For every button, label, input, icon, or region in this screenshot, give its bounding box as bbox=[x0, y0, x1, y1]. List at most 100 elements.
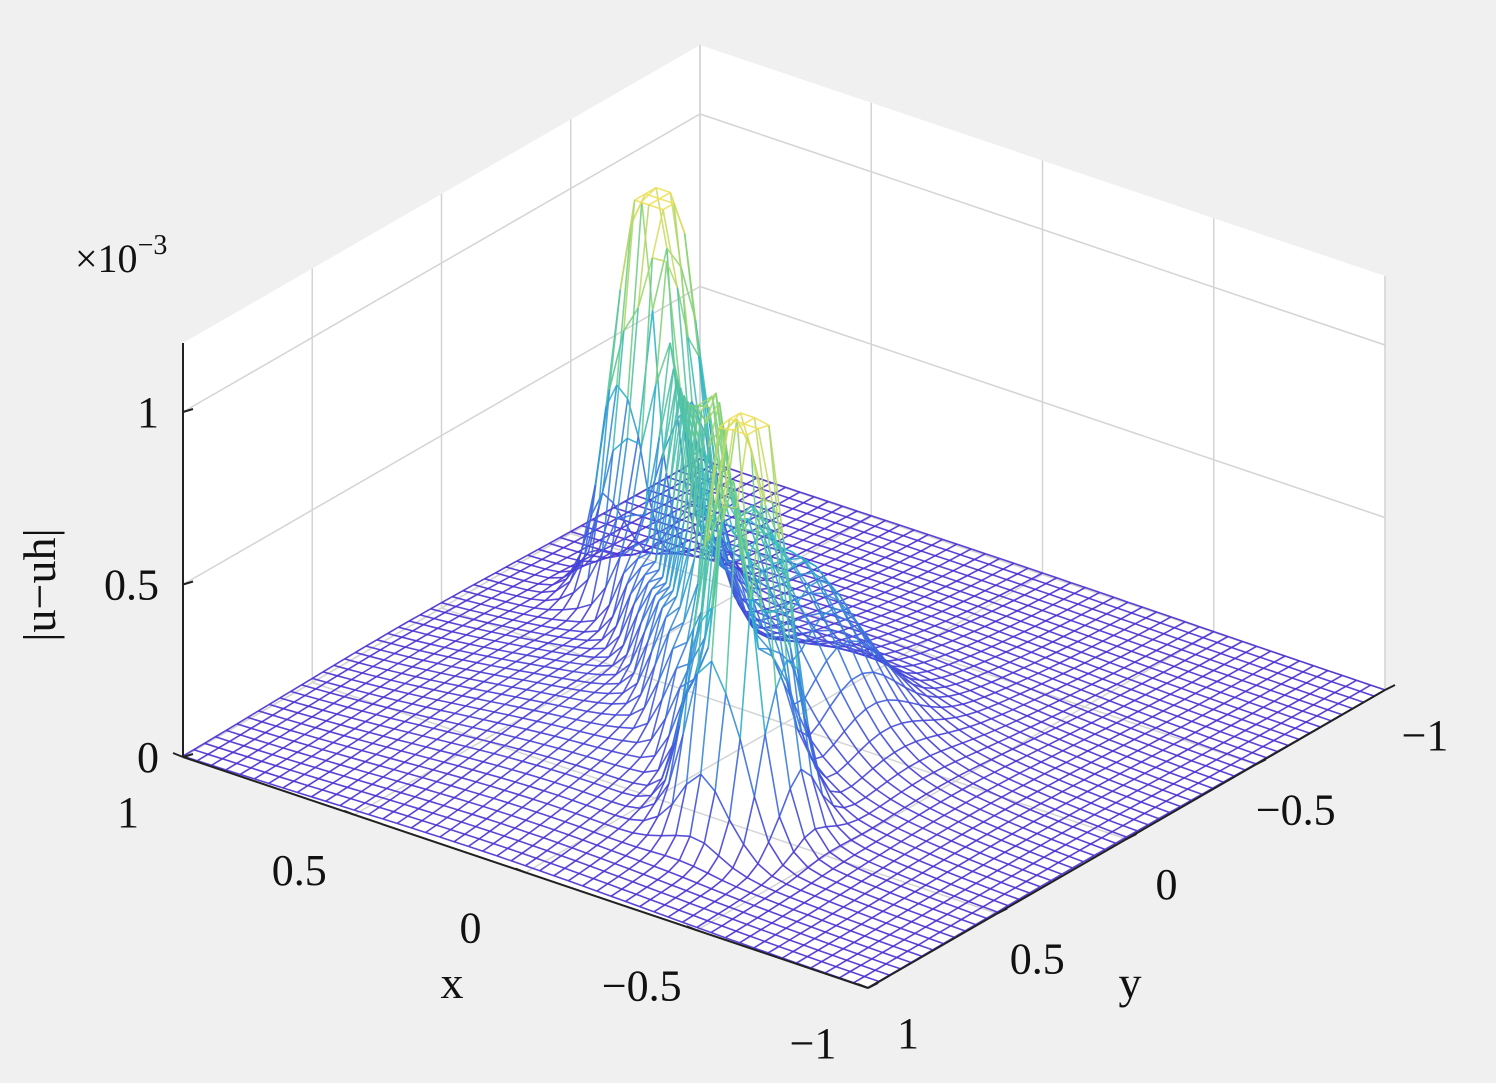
mesh-segment bbox=[1026, 754, 1042, 763]
mesh-segment bbox=[1226, 752, 1242, 760]
mesh-segment bbox=[782, 908, 794, 917]
mesh-segment bbox=[397, 739, 413, 745]
mesh-segment bbox=[941, 570, 954, 578]
mesh-segment bbox=[760, 481, 772, 490]
mesh-segment bbox=[1030, 646, 1043, 654]
mesh-segment bbox=[643, 600, 660, 633]
mesh-segment bbox=[886, 873, 898, 882]
mesh-segment bbox=[916, 672, 932, 681]
mesh-segment bbox=[816, 629, 831, 632]
mesh-segment bbox=[954, 760, 970, 771]
mesh-segment bbox=[1216, 635, 1229, 644]
mesh-segment bbox=[559, 530, 572, 539]
mesh-segment bbox=[658, 342, 671, 438]
mesh-segment bbox=[1202, 669, 1214, 678]
mesh-segment bbox=[838, 563, 850, 570]
mesh-segment bbox=[1002, 635, 1014, 643]
mesh-segment bbox=[1090, 802, 1106, 810]
mesh-segment bbox=[451, 742, 466, 748]
mesh-segment bbox=[1320, 686, 1336, 694]
mesh-segment bbox=[941, 610, 957, 618]
mesh-segment bbox=[1184, 692, 1196, 701]
mesh-segment bbox=[893, 860, 909, 868]
mesh-segment bbox=[272, 753, 287, 760]
mesh-segment bbox=[398, 626, 413, 632]
mesh-segment bbox=[941, 639, 953, 646]
mesh-segment bbox=[426, 662, 438, 671]
mesh-segment bbox=[325, 713, 338, 722]
mesh-segment bbox=[689, 774, 702, 837]
mesh-segment bbox=[933, 771, 949, 783]
mesh-segment bbox=[650, 850, 666, 857]
mesh-segment bbox=[541, 625, 556, 630]
mesh-segment bbox=[511, 717, 524, 727]
mesh-segment bbox=[861, 673, 878, 703]
mesh-segment bbox=[735, 923, 748, 932]
mesh-segment bbox=[922, 777, 938, 789]
mesh-segment bbox=[923, 629, 939, 637]
mesh-segment bbox=[771, 502, 788, 661]
mesh-segment bbox=[991, 640, 1003, 648]
mesh-segment bbox=[743, 911, 758, 919]
mesh-segment bbox=[415, 669, 428, 678]
mesh-segment bbox=[916, 570, 929, 578]
mesh-segment bbox=[1011, 875, 1027, 883]
mesh-segment bbox=[376, 713, 391, 719]
mesh-segment bbox=[376, 669, 388, 678]
mesh-segment bbox=[832, 868, 848, 877]
mesh-segment bbox=[879, 726, 892, 734]
mesh-segment bbox=[926, 695, 942, 708]
mesh-segment bbox=[914, 840, 927, 849]
mesh-segment bbox=[976, 710, 992, 720]
mesh-segment bbox=[986, 827, 999, 835]
mesh-segment bbox=[848, 596, 864, 603]
mesh-segment bbox=[884, 619, 896, 626]
mesh-segment bbox=[849, 520, 861, 529]
mesh-segment bbox=[563, 541, 575, 549]
mesh-segment bbox=[365, 639, 378, 647]
mesh-segment bbox=[947, 775, 960, 783]
mesh-segment bbox=[707, 427, 720, 542]
mesh-segment bbox=[990, 718, 1006, 727]
mesh-segment bbox=[893, 806, 906, 815]
mesh-segment bbox=[1131, 606, 1143, 614]
mesh-segment bbox=[861, 923, 876, 931]
mesh-segment bbox=[758, 647, 774, 658]
mesh-segment bbox=[519, 631, 531, 639]
mesh-segment bbox=[913, 529, 929, 536]
mesh-segment bbox=[815, 825, 827, 830]
mesh-segment bbox=[697, 395, 713, 407]
mesh-segment bbox=[796, 668, 813, 777]
mesh-segment bbox=[640, 664, 656, 696]
mesh-segment bbox=[958, 814, 970, 823]
mesh-segment bbox=[863, 562, 875, 570]
mesh-segment bbox=[879, 854, 895, 862]
mesh-segment bbox=[597, 692, 610, 704]
mesh-segment bbox=[764, 890, 777, 900]
grid-line bbox=[182, 113, 1386, 413]
mesh-segment bbox=[1019, 766, 1031, 774]
mesh-segment bbox=[468, 749, 481, 759]
mesh-segment bbox=[1252, 706, 1264, 715]
mesh-segment bbox=[519, 636, 535, 642]
mesh-segment bbox=[441, 601, 457, 608]
mesh-segment bbox=[1080, 645, 1093, 653]
mesh-segment bbox=[878, 934, 891, 942]
mesh-segment bbox=[944, 716, 956, 720]
mesh-segment bbox=[822, 607, 835, 616]
surface-mesh bbox=[182, 186, 1386, 989]
mesh-segment bbox=[498, 616, 514, 621]
mesh-segment bbox=[1109, 656, 1121, 664]
mesh-segment bbox=[579, 722, 592, 733]
mesh-segment bbox=[788, 529, 800, 537]
mesh-segment bbox=[959, 659, 975, 667]
mesh-segment bbox=[965, 751, 978, 758]
mesh-segment bbox=[639, 905, 655, 913]
mesh-segment bbox=[664, 687, 681, 719]
mesh-segment bbox=[523, 607, 535, 615]
mesh-segment bbox=[825, 646, 838, 662]
mesh-segment bbox=[518, 748, 534, 754]
mesh-segment bbox=[935, 554, 950, 562]
mesh-segment bbox=[466, 599, 481, 605]
mesh-segment bbox=[555, 580, 571, 592]
